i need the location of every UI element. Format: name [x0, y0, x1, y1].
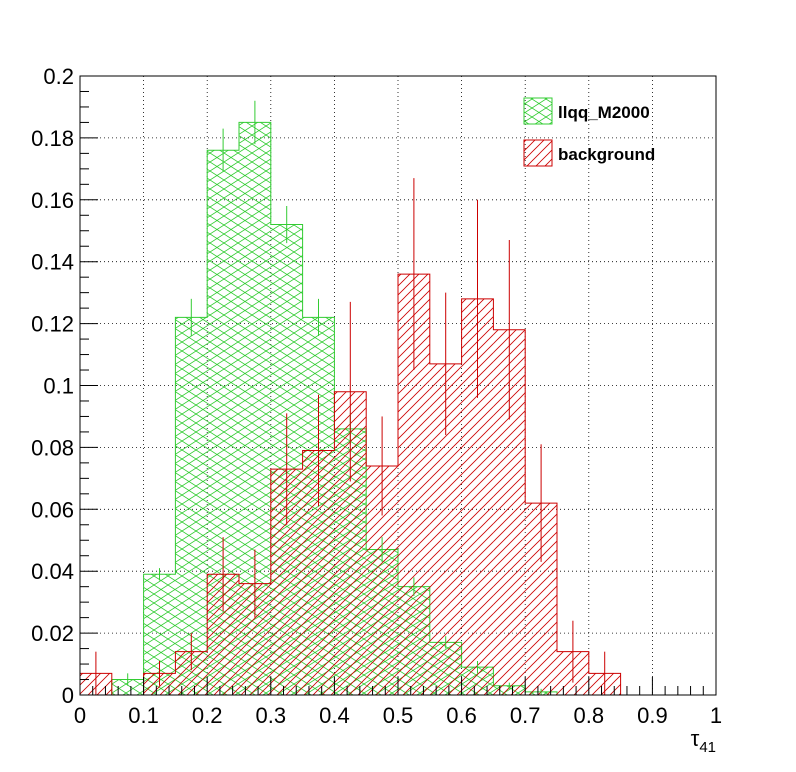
x-tick-label: 0.2 — [192, 703, 223, 728]
x-tick-label: 0.4 — [319, 703, 350, 728]
y-tick-label: 0.06 — [31, 497, 74, 522]
legend-swatch — [523, 139, 553, 167]
y-tick-label: 0.04 — [31, 559, 74, 584]
x-axis-label: τ41 — [691, 726, 716, 756]
x-tick-label: 0.9 — [637, 703, 668, 728]
y-tick-label: 0.2 — [43, 64, 74, 89]
x-tick-label: 1 — [710, 703, 722, 728]
tick-labels: 0 0.1 0.2 0.3 0.4 0.5 0.6 0.7 0.8 0.9 1 0 0.02 0.04 0.… — [31, 64, 722, 728]
x-tick-label: 0.8 — [574, 703, 605, 728]
y-tick-label: 0 — [62, 683, 74, 708]
y-tick-label: 0.08 — [31, 435, 74, 460]
x-tick-label: 0.7 — [510, 703, 541, 728]
legend-label: background — [558, 145, 655, 164]
y-tick-label: 0.02 — [31, 621, 74, 646]
y-tick-label: 0.16 — [31, 188, 74, 213]
x-axis-label-subscript: 41 — [699, 739, 716, 756]
x-tick-label: 0.3 — [256, 703, 287, 728]
y-tick-label: 0.12 — [31, 312, 74, 337]
x-tick-label: 0 — [74, 703, 86, 728]
legend: llqq_M2000 background — [523, 97, 655, 167]
x-tick-label: 0.6 — [446, 703, 477, 728]
x-tick-label: 0.1 — [128, 703, 159, 728]
y-tick-label: 0.18 — [31, 126, 74, 151]
legend-swatch — [523, 97, 553, 125]
y-tick-label: 0.14 — [31, 250, 74, 275]
legend-label: llqq_M2000 — [558, 103, 650, 122]
background-outline — [79, 273, 716, 696]
x-tick-label: 0.5 — [383, 703, 414, 728]
llqq-m2000-bar — [175, 317, 208, 695]
axis-ticks — [79, 75, 717, 696]
y-tick-label: 0.1 — [43, 374, 74, 399]
error-bars — [95, 100, 606, 695]
llqq-m2000-bar — [111, 679, 144, 695]
